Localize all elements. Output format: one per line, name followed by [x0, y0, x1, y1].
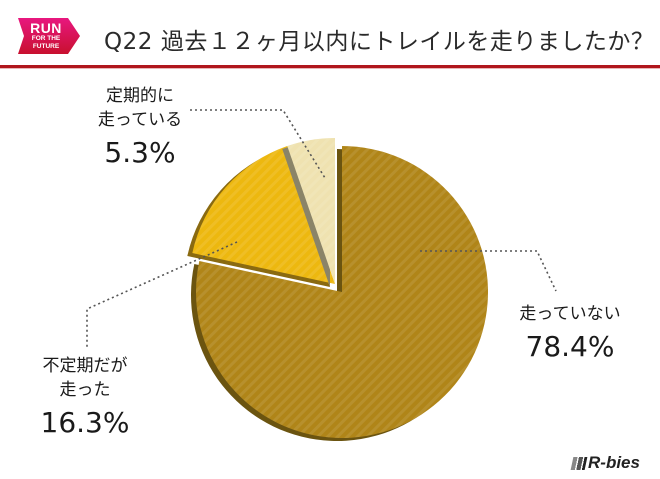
label-not-running-value: 78.4% [525, 330, 615, 363]
brand-name: R-bies [588, 453, 640, 472]
r-bies-logo: R-bies [570, 453, 640, 473]
header: RUN FOR THE FUTURE Q22 過去１２ヶ月以内にトレイルを走りまし… [0, 0, 660, 69]
label-regular-line2: 走っている [97, 110, 183, 130]
label-not-running-line1: 走っていない [519, 304, 621, 324]
label-irregular-line2: 走った [59, 380, 111, 400]
label-regular: 定期的に 走っている 5.3% [80, 84, 200, 170]
label-irregular-line1: 不定期だが [42, 356, 128, 376]
header-divider [0, 65, 660, 68]
label-regular-value: 5.3% [104, 136, 176, 169]
label-irregular-value: 16.3% [40, 406, 130, 439]
label-not-running: 走っていない 78.4% [505, 302, 635, 364]
logo-line3: FUTURE [32, 42, 60, 50]
logo-line2: FOR THE [31, 35, 61, 42]
page-title: Q22 過去１２ヶ月以内にトレイルを走りましたか？ [104, 22, 654, 56]
leader-line-not-running [420, 250, 557, 292]
leader-line-irregular [86, 241, 238, 348]
slice-not-running-texture [195, 146, 488, 438]
slice-irregular-texture [192, 146, 335, 284]
leader-line-regular [190, 109, 326, 179]
run-for-the-future-logo: RUN FOR THE FUTURE [18, 18, 80, 54]
label-irregular: 不定期だが 走った 16.3% [20, 354, 150, 440]
logo-line1: RUN [30, 20, 62, 36]
leader-lines [86, 109, 557, 348]
label-regular-line1: 定期的に [106, 86, 174, 106]
slice-regular-texture [287, 138, 335, 284]
header-divider-shadow [0, 68, 660, 69]
question-number: Q22 [104, 29, 153, 55]
pie-slices [187, 138, 488, 441]
r-bies-mark-icon [570, 456, 588, 470]
question-text: 過去１２ヶ月以内にトレイルを走りましたか？ [160, 29, 655, 55]
